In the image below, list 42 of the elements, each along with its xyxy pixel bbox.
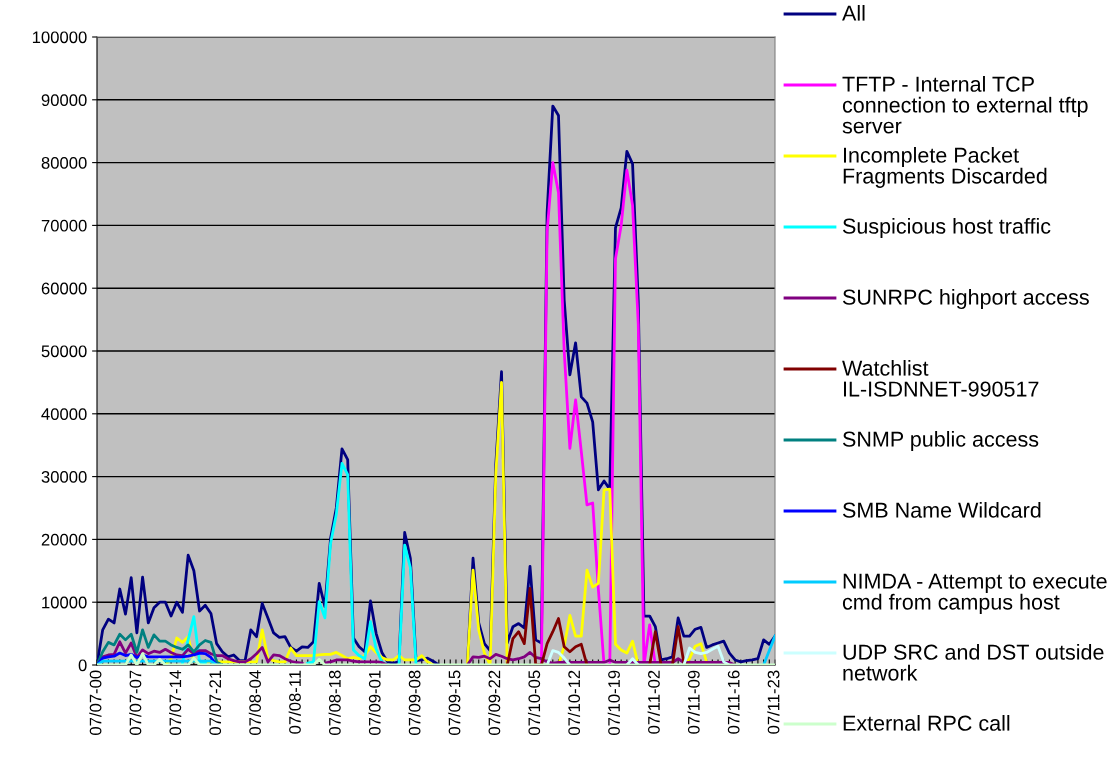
legend-label: Incomplete Packet Fragments Discarded xyxy=(843,147,1047,188)
legend-label: UDP SRC and DST outside network xyxy=(843,644,1104,681)
y-tick-label: 0 xyxy=(78,659,87,672)
legend-label: NIMDA - Attempt to execute cmd from campus host xyxy=(842,573,1107,614)
x-tick-label: 07/07-14 xyxy=(169,670,182,735)
x-tick-label: 07/10-19 xyxy=(607,670,620,735)
legend-label: SUNRPC highport access xyxy=(842,289,1089,310)
x-tick-label: 07/11-23 xyxy=(767,670,780,734)
legend-label: Suspicious host traffic xyxy=(842,218,1051,239)
y-tick-label: 70000 xyxy=(41,219,87,232)
x-tick-label: 07/09-22 xyxy=(488,670,501,735)
y-tick-label: 10000 xyxy=(42,596,87,609)
line-series xyxy=(540,161,657,665)
legend-label: TFTP - Internal TCP connection to external tftp server xyxy=(842,76,1088,134)
x-tick-label: 07/10-12 xyxy=(567,670,581,735)
legend-label: SMB Name Wildcard xyxy=(842,502,1041,518)
y-tick-label: 50000 xyxy=(41,345,87,358)
legend-label: All xyxy=(842,5,865,21)
y-tick-label: 60000 xyxy=(41,282,87,295)
y-tick-label: 100000 xyxy=(32,31,87,44)
x-tick-label: 07/10-05 xyxy=(527,670,541,735)
legend-label: External RPC call xyxy=(843,715,1010,731)
legend-label: Watchlist IL-ISDNNET-990517 xyxy=(842,360,1039,397)
y-tick-label: 30000 xyxy=(41,471,87,483)
x-tick-label: 07/09-01 xyxy=(368,670,381,735)
x-tick-label: 07/09-15 xyxy=(448,670,461,735)
x-tick-label: 07/11-09 xyxy=(687,670,700,734)
x-tick-label: 07/08-11 xyxy=(288,670,301,734)
y-tick-label: 40000 xyxy=(41,408,87,420)
x-tick-label: 07/07-21 xyxy=(208,670,222,735)
line-series xyxy=(97,628,224,665)
y-tick-label: 20000 xyxy=(41,533,87,546)
y-tick-label: 90000 xyxy=(41,94,87,106)
x-tick-label: 07/08-04 xyxy=(248,670,261,735)
x-tick-label: 07/11-02 xyxy=(647,670,660,734)
x-tick-label: 07/08-18 xyxy=(328,670,341,735)
x-tick-label: 07/11-16 xyxy=(727,670,740,734)
legend-label: SNMP public access xyxy=(842,431,1039,452)
x-tick-label: 07/09-08 xyxy=(408,670,421,735)
y-tick-label: 80000 xyxy=(41,157,87,169)
x-tick-label: 07/07-07 xyxy=(129,670,142,735)
x-tick-label: 07/07-00 xyxy=(89,670,102,735)
